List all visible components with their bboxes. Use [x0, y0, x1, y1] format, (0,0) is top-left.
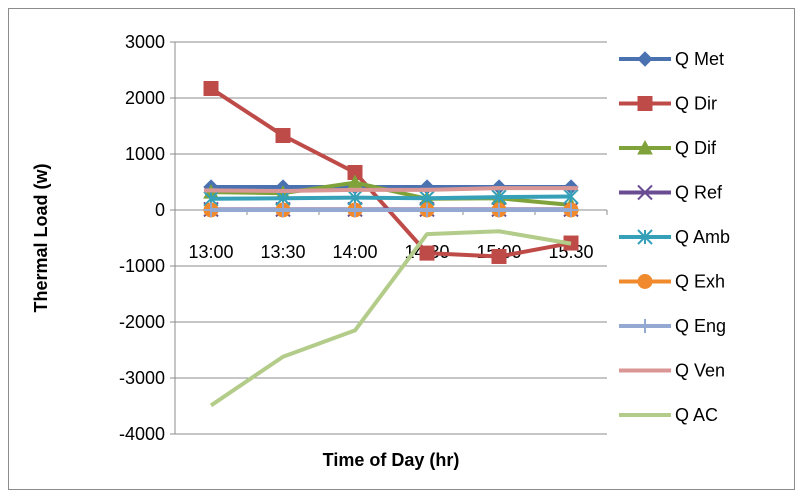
x-axis-title: Time of Day (hr)	[323, 450, 460, 470]
y-tick-label: -3000	[119, 368, 165, 388]
legend-entry: Q Amb	[619, 227, 730, 247]
line-chart: 3000 2000 1000 0 -1000 -2000 -3000 -4000 13:00 1…	[31, 32, 730, 470]
data-point	[563, 188, 579, 205]
legend-label: Q AC	[675, 405, 718, 425]
series-line	[210, 194, 572, 201]
data-point	[203, 80, 219, 96]
data-point	[564, 203, 578, 217]
legend-label: Q Met	[675, 49, 724, 69]
legend-marker	[637, 96, 653, 111]
legend-entry: Q Ref	[619, 183, 723, 203]
y-tick-label: -1000	[119, 256, 165, 276]
data-point	[419, 245, 435, 261]
series-line	[210, 186, 571, 193]
y-tick-label: 2000	[125, 88, 165, 108]
y-tick-label: -4000	[119, 424, 165, 444]
legend-entry: Q Dif	[619, 138, 717, 158]
legend-marker	[637, 51, 653, 67]
series-line	[209, 86, 572, 259]
data-point	[204, 203, 218, 217]
data-point	[491, 189, 507, 205]
legend-entry: Q Dir	[619, 94, 717, 114]
y-tick-label: 1000	[125, 144, 165, 164]
y-tick-label: 3000	[125, 32, 165, 52]
y-tick-labels: 3000 2000 1000 0 -1000 -2000 -3000 -4000	[119, 32, 165, 444]
legend-label: Q Ref	[675, 183, 723, 203]
y-tick-label: -2000	[119, 312, 165, 332]
legend-marker	[637, 139, 653, 155]
data-point	[348, 203, 362, 217]
data-point	[347, 189, 363, 206]
legend-marker	[637, 229, 653, 245]
legend-entry: Q Exh	[619, 272, 725, 292]
series-lines	[203, 80, 579, 408]
legend-label: Q Ven	[675, 361, 725, 381]
legend-entry: Q Met	[619, 49, 724, 69]
legend-marker	[637, 274, 653, 289]
x-tick-label: 14:00	[332, 242, 377, 262]
data-point	[491, 248, 507, 264]
data-point	[420, 203, 434, 217]
series-q-ven	[204, 186, 578, 193]
series-q-amb	[203, 188, 579, 207]
legend-entry: Q AC	[619, 405, 718, 425]
y-tick-label: 0	[155, 200, 165, 220]
legend-marker	[637, 184, 653, 201]
legend-marker	[638, 319, 652, 333]
legend-label: Q Exh	[675, 272, 725, 292]
series-q-ac	[209, 229, 572, 408]
series-q-dif	[203, 174, 579, 212]
legend-label: Q Amb	[675, 227, 730, 247]
x-tick-label: 13:00	[188, 242, 233, 262]
legend-label: Q Eng	[675, 316, 726, 336]
y-axis-title: Thermal Load (w)	[31, 163, 51, 312]
legend-entry: Q Ven	[619, 361, 725, 381]
data-point	[276, 203, 290, 217]
chart-frame: 3000 2000 1000 0 -1000 -2000 -3000 -4000 13:00 1…	[8, 8, 795, 490]
legend: Q Met Q Dir Q Dif Q Ref Q Amb Q Exh Q Eng Q Ven…	[619, 49, 730, 425]
series-q-eng	[204, 203, 578, 217]
legend-label: Q Dir	[675, 94, 717, 114]
series-line	[209, 229, 572, 408]
legend-label: Q Dif	[675, 138, 717, 158]
x-tick-label: 13:30	[260, 242, 305, 262]
data-point	[275, 128, 291, 144]
legend-entry: Q Eng	[619, 316, 726, 336]
data-point	[492, 203, 506, 217]
